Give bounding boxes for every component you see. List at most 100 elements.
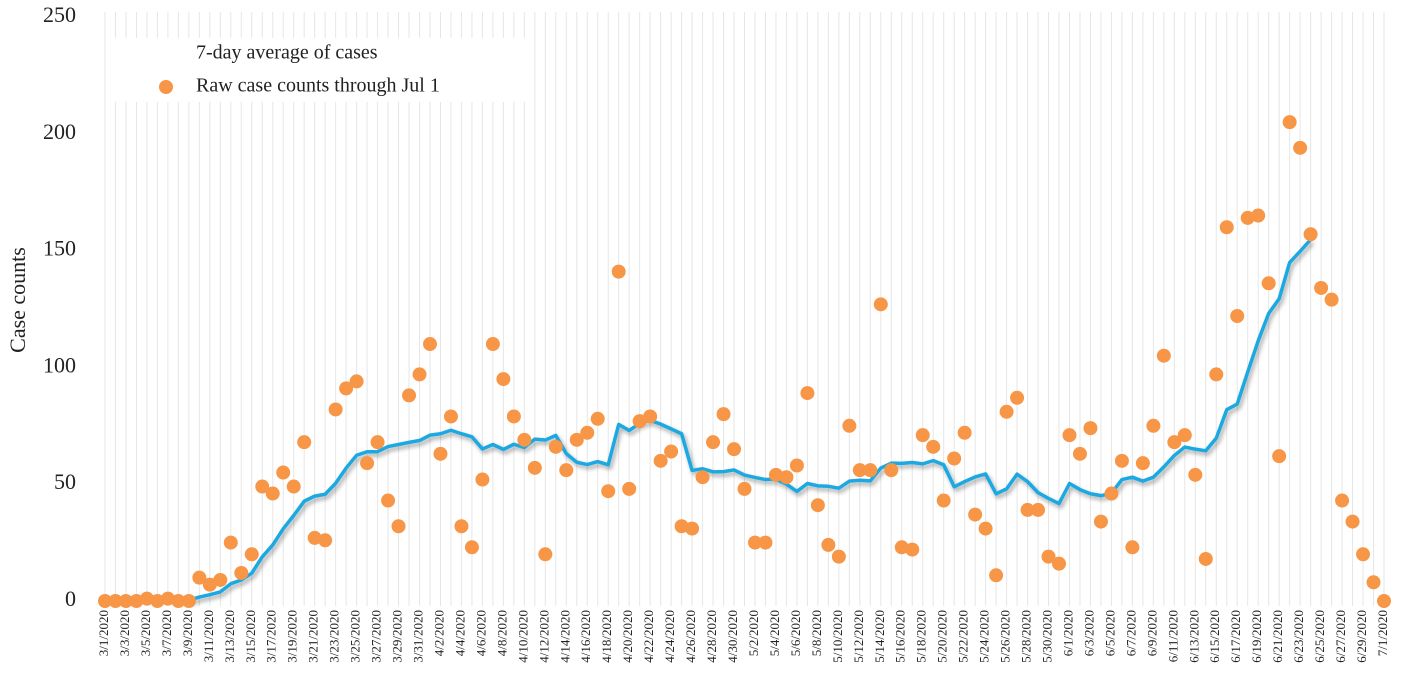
x-tick-label: 6/25/2020 [1312, 610, 1327, 663]
x-tick-label: 3/5/2020 [138, 610, 153, 656]
raw-point [1356, 547, 1371, 562]
x-tick-label: 6/27/2020 [1333, 610, 1348, 663]
raw-point [915, 428, 930, 443]
x-tick-label: 4/20/2020 [620, 610, 635, 663]
x-tick-label: 3/3/2020 [117, 610, 132, 656]
raw-point [339, 381, 354, 396]
average-line [188, 238, 1312, 602]
x-tick-label: 6/17/2020 [1228, 610, 1243, 663]
x-tick-label: 6/3/2020 [1081, 610, 1096, 656]
raw-point [1188, 467, 1203, 482]
raw-point [1083, 421, 1098, 436]
raw-point [800, 386, 815, 401]
x-tick-label: 4/12/2020 [536, 610, 551, 663]
x-tick-label: 4/4/2020 [452, 610, 467, 656]
raw-point [1125, 540, 1140, 555]
x-tick-label: 5/16/2020 [893, 610, 908, 663]
x-tick-label: 3/23/2020 [327, 610, 342, 663]
x-tick-label: 3/11/2020 [201, 610, 216, 662]
raw-point [842, 418, 857, 433]
raw-point [1156, 348, 1171, 363]
x-tick-label: 4/14/2020 [557, 610, 572, 663]
x-tick-label: 3/7/2020 [159, 610, 174, 656]
x-tick-label: 6/21/2020 [1270, 610, 1285, 663]
x-tick-label: 3/31/2020 [410, 610, 425, 663]
raw-point [192, 570, 207, 585]
x-tick-label: 6/29/2020 [1354, 610, 1369, 663]
raw-point [433, 446, 448, 461]
x-tick-label: 3/15/2020 [243, 610, 258, 663]
raw-point [422, 337, 437, 352]
raw-point [685, 521, 700, 536]
raw-point [402, 388, 417, 403]
raw-point [926, 439, 941, 454]
raw-point [999, 404, 1014, 419]
raw-point [1335, 493, 1350, 508]
x-tick-label: 4/2/2020 [431, 610, 446, 656]
raw-point [852, 463, 867, 478]
y-tick-label: 250 [43, 2, 76, 27]
x-tick-label: 5/12/2020 [851, 610, 866, 663]
raw-point [1377, 594, 1391, 608]
raw-point [590, 411, 605, 426]
raw-point [1272, 449, 1287, 464]
raw-point [150, 594, 165, 608]
raw-point [464, 540, 479, 555]
marks [98, 115, 1391, 608]
raw-point [307, 530, 322, 545]
raw-point [727, 442, 742, 457]
raw-point [139, 591, 154, 606]
raw-point [538, 547, 553, 562]
x-tick-label: 6/11/2020 [1165, 610, 1180, 662]
raw-point [957, 425, 972, 440]
x-tick-label: 4/24/2020 [662, 610, 677, 663]
raw-point [601, 484, 616, 499]
raw-point [810, 498, 825, 513]
raw-point [1314, 280, 1329, 295]
raw-point [884, 463, 899, 478]
raw-point [1177, 428, 1192, 443]
y-tick-label: 150 [43, 236, 76, 261]
x-tick-label: 4/18/2020 [599, 610, 614, 663]
raw-point [1198, 551, 1213, 566]
raw-point [643, 409, 658, 424]
x-tick-label: 3/27/2020 [369, 610, 384, 663]
legend: 7-day average of cases Raw case counts th… [113, 38, 533, 102]
raw-point [443, 409, 458, 424]
raw-point [768, 467, 783, 482]
raw-point [1209, 367, 1224, 382]
raw-point [1293, 140, 1308, 155]
raw-point [1324, 292, 1339, 307]
x-tick-label: 5/22/2020 [956, 610, 971, 663]
x-tick-label: 5/18/2020 [914, 610, 929, 663]
raw-point [1251, 208, 1266, 223]
raw-point [129, 594, 144, 608]
raw-point [98, 594, 112, 608]
raw-point [936, 493, 951, 508]
raw-point [737, 481, 752, 496]
raw-point [391, 519, 406, 534]
legend-box [113, 38, 533, 102]
x-tick-label: 6/9/2020 [1144, 610, 1159, 656]
raw-point [1093, 514, 1108, 529]
raw-point [202, 577, 217, 592]
x-tick-label: 4/22/2020 [641, 610, 656, 663]
x-tick-label: 6/19/2020 [1249, 610, 1264, 663]
x-tick-label: 6/1/2020 [1060, 610, 1075, 656]
raw-point [213, 572, 228, 587]
raw-point [1240, 210, 1255, 225]
raw-point [653, 453, 668, 468]
raw-point [506, 409, 521, 424]
raw-point [1345, 514, 1360, 529]
x-tick-label: 5/2/2020 [746, 610, 761, 656]
x-tick-label: 5/6/2020 [788, 610, 803, 656]
raw-point [118, 594, 133, 608]
raw-point [234, 565, 249, 580]
x-tick-label: 5/26/2020 [998, 610, 1013, 663]
raw-point [1366, 575, 1381, 590]
raw-point [181, 594, 196, 608]
raw-point [569, 432, 584, 447]
raw-point [873, 297, 888, 312]
raw-point [905, 542, 920, 557]
